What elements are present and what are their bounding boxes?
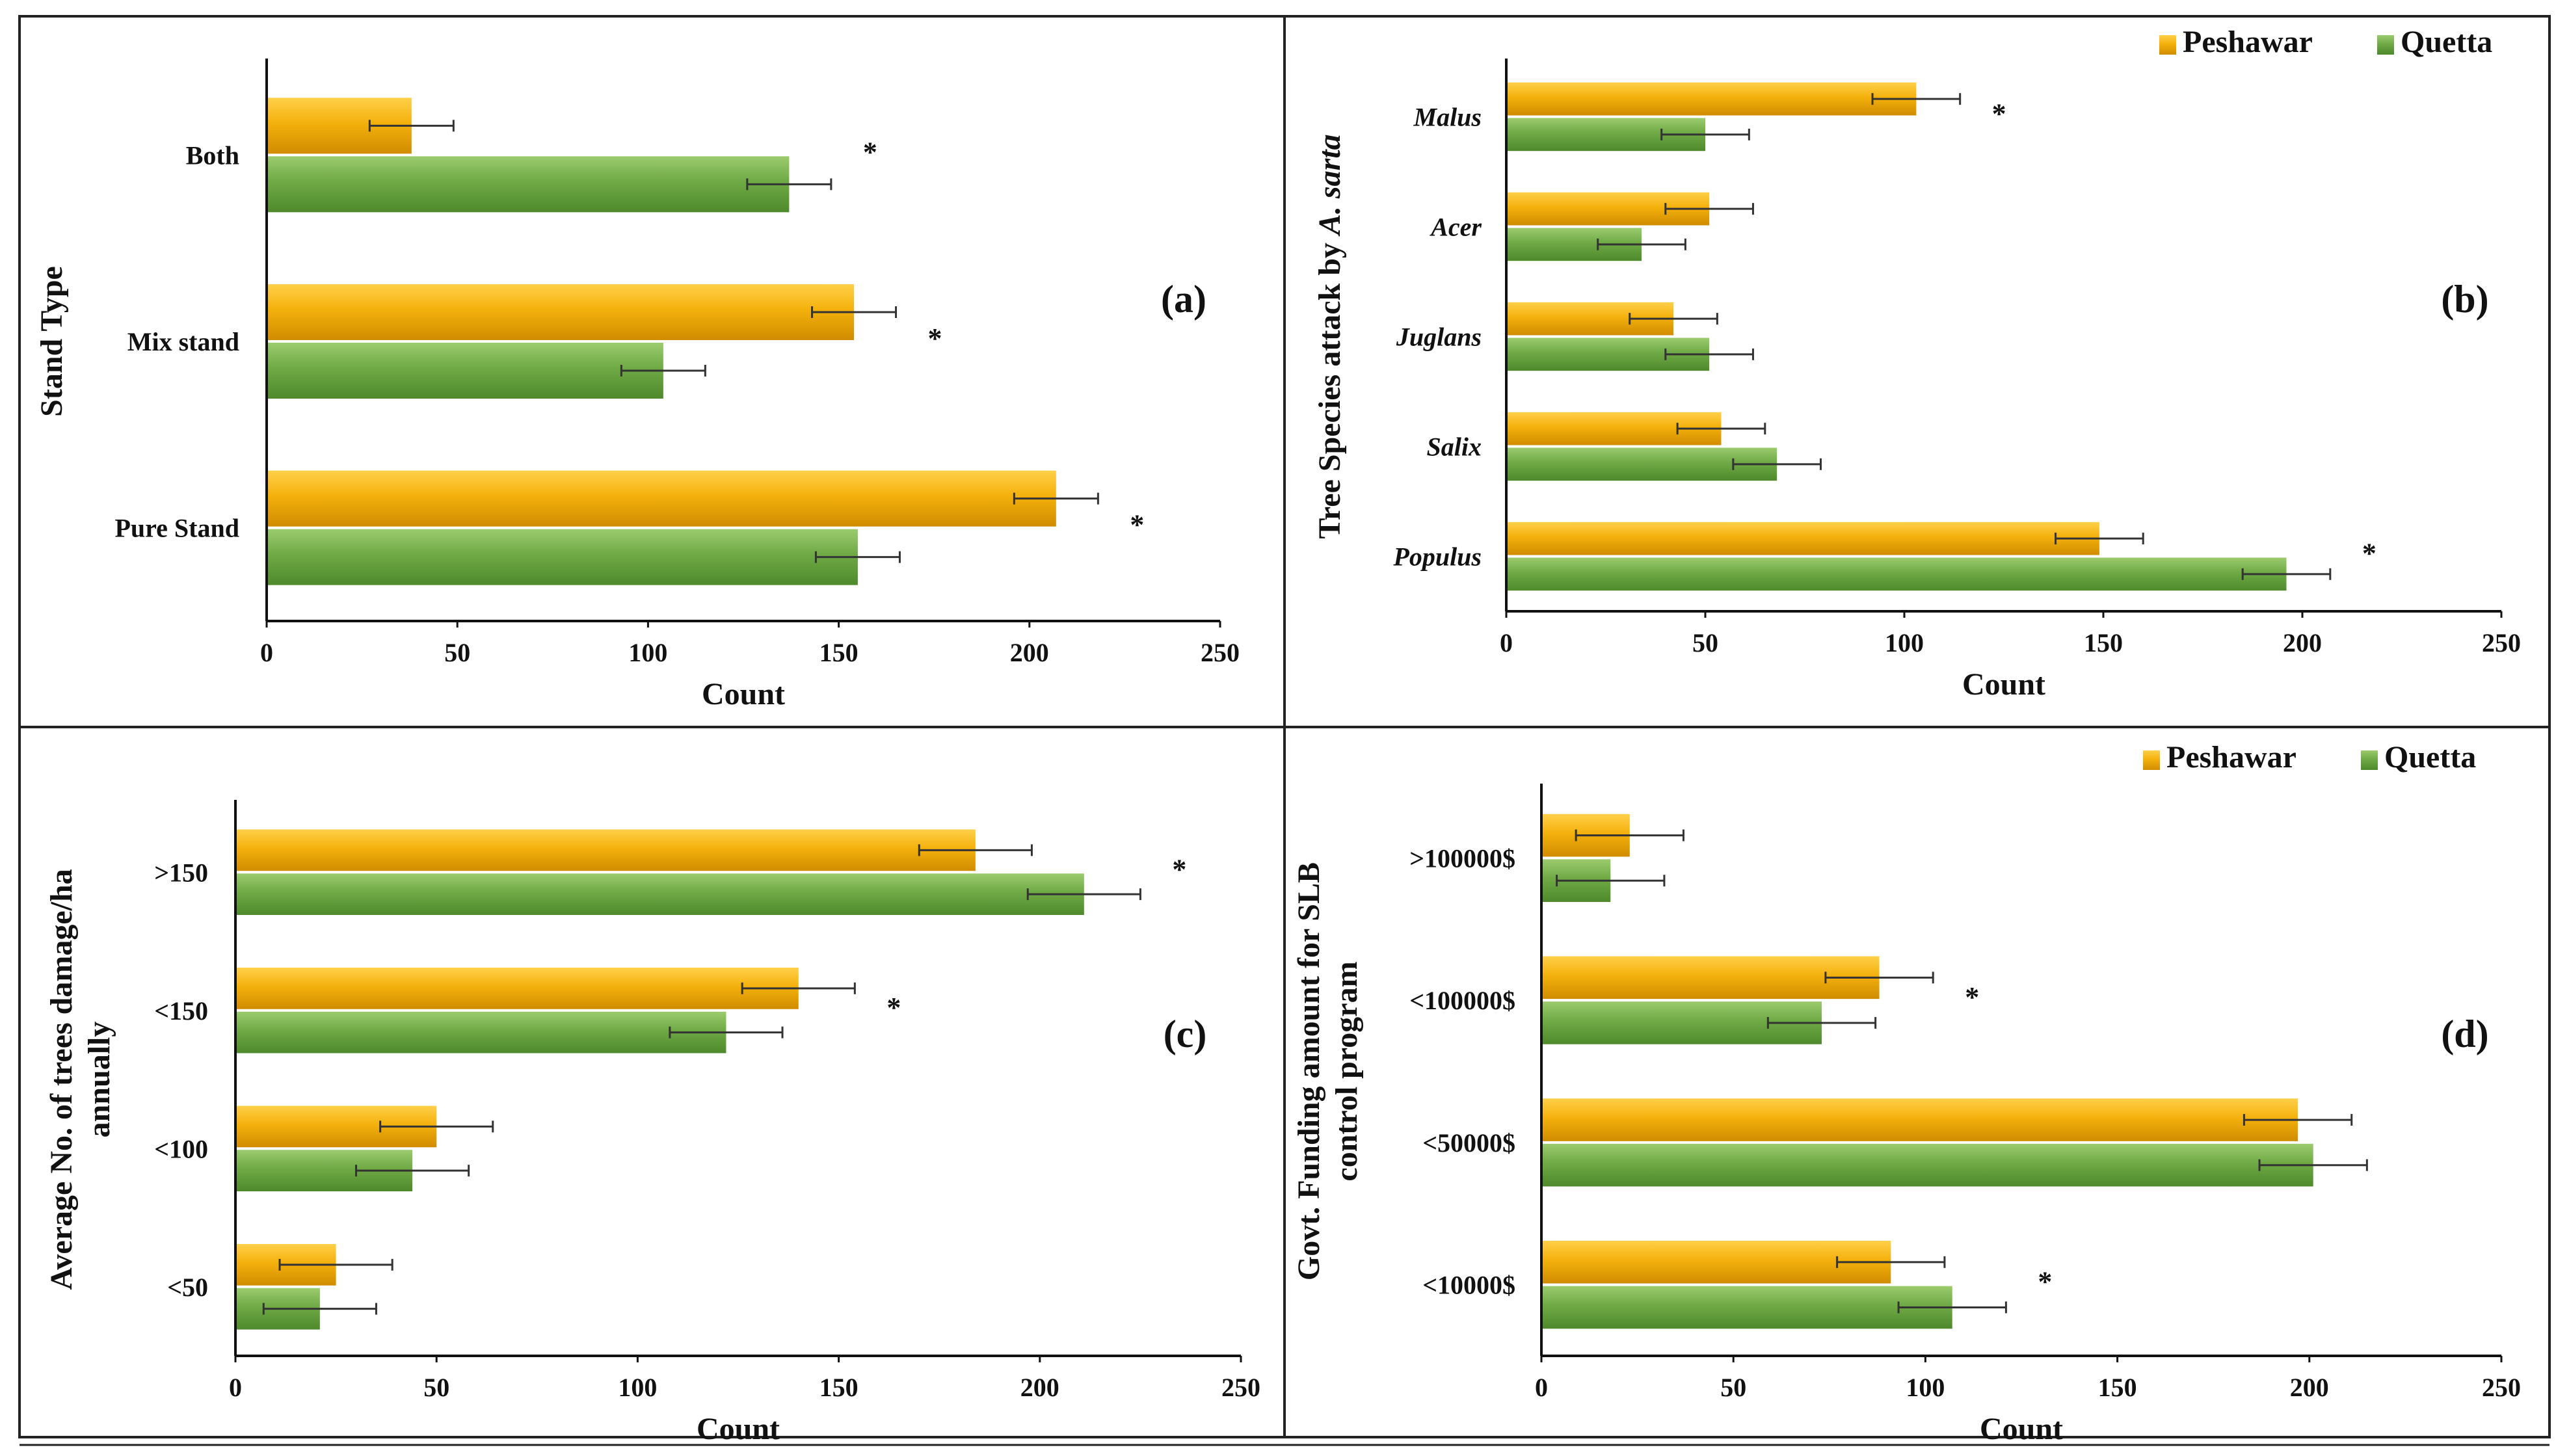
x-tick-label: 100 — [618, 1373, 657, 1402]
x-tick-label: 50 — [423, 1373, 449, 1402]
legend-swatch-peshawar — [2159, 35, 2176, 55]
bar-peshawar — [1543, 1241, 1891, 1284]
significance-marker: * — [1965, 981, 1979, 1013]
bar-quetta — [268, 529, 858, 585]
bar-quetta — [237, 1011, 726, 1053]
significance-marker: * — [928, 323, 942, 354]
x-tick-label: 250 — [2482, 1373, 2521, 1402]
panel-letter: (d) — [2441, 1013, 2488, 1055]
panel-frames — [18, 15, 2551, 1446]
y-axis-title-line2: annually — [82, 1022, 116, 1138]
bar-peshawar — [268, 470, 1056, 527]
y-axis-title-line1: Govt. Funding amount for SLB — [1292, 862, 1326, 1280]
x-tick-label: 200 — [2283, 628, 2322, 657]
bar-quetta — [268, 343, 663, 399]
y-axis-title: Tree Species attack by A. sarta — [1312, 134, 1347, 538]
x-axis-title: Count — [697, 1412, 780, 1446]
panel-letter: (c) — [1164, 1013, 1207, 1055]
x-tick-label: 150 — [2084, 628, 2123, 657]
x-tick-label: 100 — [628, 638, 667, 667]
significance-marker: * — [2038, 1266, 2052, 1298]
x-tick-label: 100 — [1906, 1373, 1945, 1402]
x-axis-title: Count — [1980, 1412, 2063, 1446]
x-tick-label: 200 — [2290, 1373, 2329, 1402]
panel-letter: (b) — [2441, 278, 2488, 321]
x-tick-label: 200 — [1020, 1373, 1059, 1402]
legend-label-quetta: Quetta — [2384, 740, 2476, 774]
bar-peshawar — [237, 968, 799, 1009]
x-tick-label: 0 — [260, 638, 273, 667]
x-tick-label: 150 — [819, 1373, 859, 1402]
category-label: <100000$ — [1409, 986, 1515, 1015]
x-axis-title: Count — [702, 677, 785, 711]
category-label: Acer — [1429, 213, 1482, 242]
bar-peshawar — [1508, 82, 1917, 116]
x-tick-label: 50 — [1692, 628, 1718, 657]
x-tick-label: 150 — [819, 638, 859, 667]
legend-swatch-quetta — [2361, 750, 2378, 770]
y-axis-title: Stand Type — [34, 266, 69, 417]
chart-panel-c: 0 50 100 150 200 250 Count Average No. of trees… — [44, 800, 1260, 1446]
x-tick-label: 50 — [1720, 1373, 1746, 1402]
x-tick-label: 100 — [1885, 628, 1924, 657]
x-tick-label: 250 — [2482, 628, 2521, 657]
significance-marker: * — [2362, 538, 2376, 570]
category-label: >150 — [154, 858, 208, 887]
category-label: <50000$ — [1422, 1128, 1515, 1158]
legend-label-peshawar: Peshawar — [2166, 740, 2296, 774]
bar-peshawar — [268, 284, 855, 340]
category-label: Juglans — [1396, 323, 1482, 352]
category-label: <50 — [167, 1273, 208, 1302]
bar-peshawar — [1543, 1098, 2298, 1141]
x-tick-label: 250 — [1201, 638, 1240, 667]
legend-label-peshawar: Peshawar — [2183, 25, 2313, 59]
chart-panel-a: 0 50 100 150 200 250 Count Stand Type Both * Mix s… — [34, 59, 1240, 711]
x-tick-label: 250 — [1221, 1373, 1260, 1402]
bar-quetta — [237, 873, 1084, 915]
significance-marker: * — [1992, 98, 2006, 130]
bar-peshawar — [1543, 956, 1880, 999]
y-axis-title-plain: Tree Species attack by — [1312, 235, 1347, 538]
chart-panel-d: 0 50 100 150 200 250 Count Govt. Funding amount… — [1292, 740, 2521, 1446]
x-axis-title: Count — [1962, 667, 2045, 702]
category-label: <10000$ — [1422, 1271, 1515, 1300]
legend-swatch-peshawar — [2143, 750, 2160, 770]
significance-marker: * — [1130, 509, 1144, 541]
significance-marker: * — [1172, 853, 1186, 885]
y-axis-title-italic: A. sarta — [1312, 134, 1347, 237]
legend-label-quetta: Quetta — [2401, 25, 2492, 59]
panel-letter: (a) — [1161, 278, 1206, 321]
category-label: Pure Stand — [114, 514, 239, 543]
x-tick-label: 0 — [1535, 1373, 1548, 1402]
bar-quetta — [1543, 1143, 2313, 1187]
category-label: Populus — [1392, 542, 1482, 572]
category-label: >100000$ — [1409, 843, 1515, 873]
chart-panel-b: 0 50 100 150 200 250 Count Tree Species attack … — [1312, 25, 2521, 702]
significance-marker: * — [886, 992, 901, 1024]
category-label: <150 — [154, 996, 208, 1026]
y-axis-title-line2: control program — [1329, 961, 1364, 1181]
category-label: Malus — [1413, 103, 1482, 132]
bar-peshawar — [1508, 522, 2099, 555]
x-tick-label: 150 — [2098, 1373, 2137, 1402]
x-tick-label: 0 — [229, 1373, 242, 1402]
x-tick-label: 200 — [1010, 638, 1049, 667]
category-label: Salix — [1427, 432, 1482, 462]
bar-quetta — [1543, 1286, 1952, 1329]
category-label: <100 — [154, 1134, 208, 1163]
x-tick-label: 50 — [444, 638, 470, 667]
bar-quetta — [1508, 557, 2287, 591]
legend-swatch-quetta — [2377, 35, 2394, 55]
bar-peshawar — [237, 829, 976, 871]
y-axis-title-line1: Average No. of trees damage/ha — [44, 869, 79, 1290]
x-tick-label: 0 — [1500, 628, 1513, 657]
category-label: Mix stand — [127, 327, 239, 356]
bar-quetta — [1508, 447, 1777, 481]
bar-quetta — [268, 156, 790, 213]
significance-marker: * — [863, 136, 877, 168]
category-label: Both — [186, 140, 239, 170]
